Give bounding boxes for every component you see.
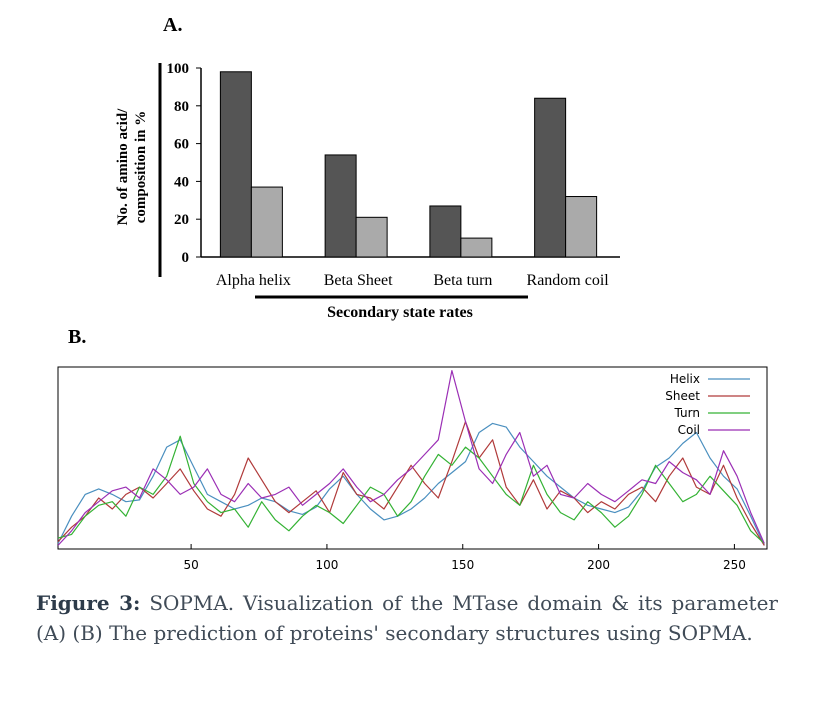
- figure-caption: Figure 3: SOPMA. Visualization of the MT…: [36, 588, 778, 648]
- bar-random-coil-1: [534, 97, 567, 258]
- x-tick-label: 150: [451, 558, 474, 572]
- x-axis-label: Secondary state rates: [327, 304, 473, 321]
- x-tick-label: 200: [587, 558, 610, 572]
- y-tick-label: 0: [182, 250, 190, 266]
- y-tick-label: 20: [174, 212, 189, 228]
- y-tick-label: 60: [174, 137, 189, 153]
- x-category-label: Random coil: [527, 272, 610, 289]
- bar-random-coil-2: [565, 196, 598, 258]
- x-tick-label: 50: [183, 558, 198, 572]
- legend-label-coil: Coil: [678, 423, 700, 437]
- panel-a-label: A.: [163, 14, 183, 36]
- x-tick-label: 100: [315, 558, 338, 572]
- caption-text: SOPMA. Visualization of the MTase domain…: [36, 591, 778, 645]
- y-tick-label: 80: [174, 99, 189, 115]
- x-category-label: Alpha helix: [216, 272, 291, 289]
- bar-alpha-helix-1: [219, 71, 252, 258]
- x-category-label: Beta turn: [433, 272, 492, 289]
- figure-number: Figure 3:: [36, 591, 141, 615]
- bar-alpha-helix-2: [250, 186, 283, 258]
- bar-beta-sheet-2: [355, 216, 388, 258]
- y-tick-label: 100: [167, 61, 190, 77]
- series-line-sheet: [57, 420, 765, 546]
- legend-label-helix: Helix: [670, 372, 700, 386]
- series-line-turn: [57, 435, 765, 544]
- x-category-label: Beta Sheet: [324, 272, 393, 289]
- legend-label-sheet: Sheet: [665, 389, 700, 403]
- series-line-helix: [57, 422, 765, 546]
- bar-chart: 0 20 40 60 80 100 No. of amino acid/compositio…: [115, 61, 620, 321]
- y-axis-label-line1: No. of amino acid/: [115, 108, 131, 226]
- series-line-coil: [57, 370, 765, 546]
- y-tick-label: 40: [174, 174, 189, 190]
- panel-b-label: B.: [68, 326, 87, 348]
- bar-beta-sheet-1: [324, 154, 357, 258]
- plot-frame: [57, 366, 768, 550]
- line-chart: 50 100 150 200 250 Helix Sheet Turn Coil: [57, 366, 768, 572]
- legend-label-turn: Turn: [674, 406, 700, 420]
- x-tick-label: 250: [723, 558, 746, 572]
- y-axis-label-line2: composition in %: [133, 111, 149, 224]
- bar-beta-turn-2: [460, 237, 493, 258]
- bar-beta-turn-1: [429, 205, 462, 258]
